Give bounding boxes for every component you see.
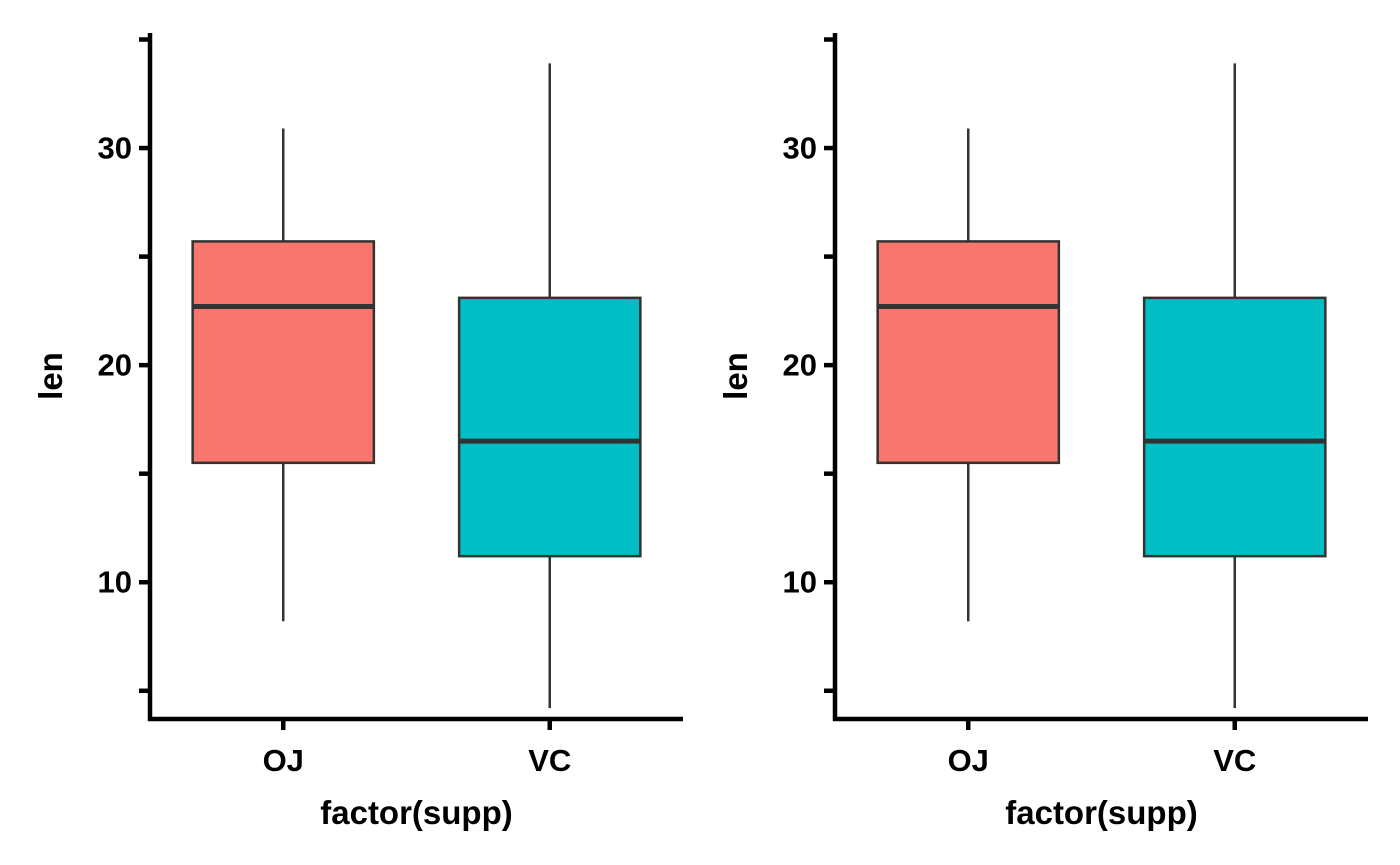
y-tick-label: 20 [98,348,132,383]
x-tick-label-vc: VC [1213,743,1256,778]
chart-panel-left: 10 20 30 OJ VC factor(supp) len [32,33,683,831]
x-tick-label-vc: VC [528,743,571,778]
box-vc [457,63,642,709]
y-axis-title: len [32,352,69,400]
x-axis-title: factor(supp) [1005,794,1198,831]
y-axis-title: len [717,352,754,400]
x-tick-label-oj: OJ [948,743,989,778]
y-tick-label: 20 [783,348,817,383]
box-iqr [876,240,1061,465]
x-axis-title: factor(supp) [320,794,513,831]
y-tick-label: 10 [98,565,132,600]
box-vc [1142,63,1327,709]
box-oj [876,128,1061,622]
y-tick-label: 30 [98,131,132,166]
box-iqr [191,240,376,465]
y-tick-label: 30 [783,131,817,166]
box-iqr [1142,296,1327,558]
x-tick-label-oj: OJ [263,743,304,778]
y-tick-label: 10 [783,565,817,600]
chart-panel-right: 10 20 30 OJ VC factor(supp) len [717,33,1368,831]
box-iqr [457,296,642,558]
box-oj [191,128,376,622]
